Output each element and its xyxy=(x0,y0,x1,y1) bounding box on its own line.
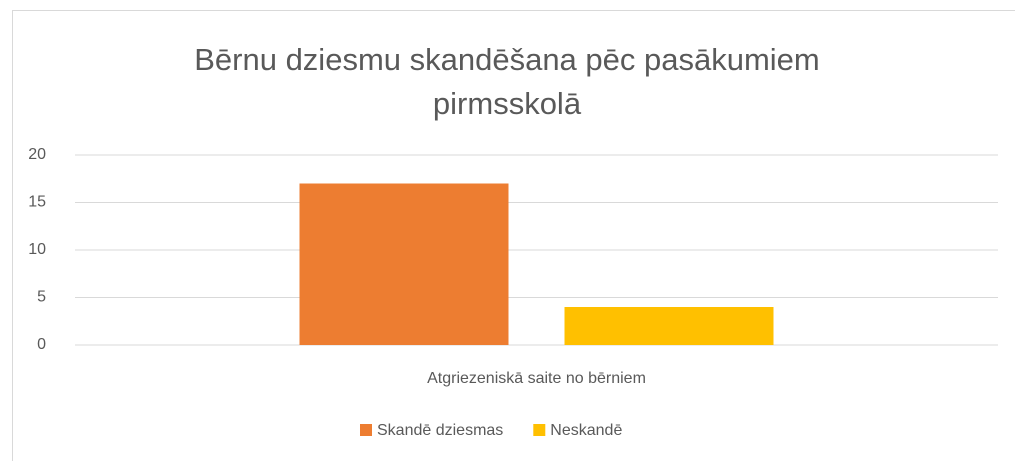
y-tick-label: 0 xyxy=(37,336,46,353)
y-tick-label: 10 xyxy=(28,241,46,258)
bar xyxy=(564,307,774,345)
y-tick-label: 15 xyxy=(28,194,46,211)
legend-swatch xyxy=(533,424,546,436)
legend-label: Skandē dziesmas xyxy=(377,422,503,439)
y-tick-label: 20 xyxy=(28,146,46,163)
legend-label: Neskandē xyxy=(550,422,622,439)
chart-border xyxy=(12,10,1015,461)
y-tick-label: 5 xyxy=(37,289,46,306)
bar xyxy=(299,183,509,345)
chart-title: Bērnu dziesmu skandēšana pēc pasākumiem … xyxy=(194,42,820,121)
legend-swatch xyxy=(360,424,372,436)
x-tick-label: Atgriezeniskā saite no bērniem xyxy=(427,370,646,387)
